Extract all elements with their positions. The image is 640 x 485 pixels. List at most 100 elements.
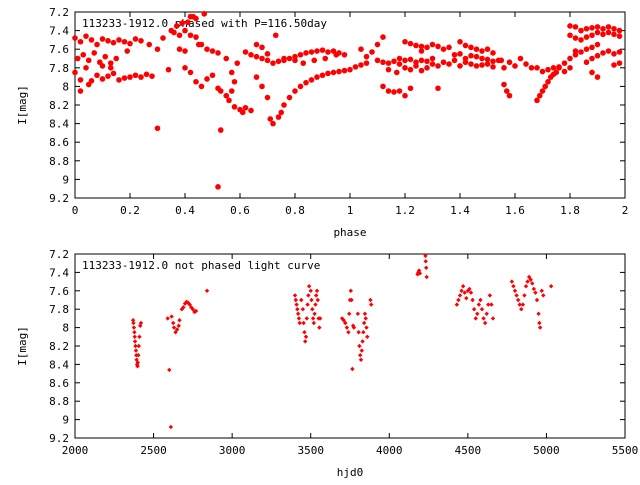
data-point	[168, 424, 174, 430]
data-point	[435, 63, 441, 69]
data-point	[296, 316, 302, 321]
data-point	[528, 277, 533, 282]
data-point	[136, 343, 141, 349]
data-point	[295, 311, 301, 316]
data-point	[138, 38, 144, 44]
data-point	[116, 77, 122, 83]
data-point	[541, 293, 546, 298]
data-point	[451, 57, 458, 64]
data-point	[509, 279, 515, 284]
data-point	[468, 61, 474, 67]
data-point	[512, 288, 518, 293]
data-point	[567, 32, 573, 39]
data-point	[542, 83, 549, 90]
unphased-y-tick-label: 8.6	[49, 377, 69, 390]
data-point	[253, 41, 260, 48]
data-point	[413, 42, 419, 49]
data-point	[297, 83, 304, 90]
data-point	[435, 43, 441, 50]
data-point	[275, 114, 282, 120]
data-point	[407, 85, 414, 92]
data-point	[124, 48, 131, 54]
unphased-x-tick-label: 5000	[533, 444, 560, 457]
data-point	[429, 61, 436, 67]
data-point	[501, 65, 507, 71]
data-point	[468, 52, 474, 59]
data-point	[80, 51, 87, 58]
data-point	[364, 325, 369, 330]
data-point	[473, 63, 480, 69]
unphased-plot: 2000 2500 3000 3500 4000 4500 5000 5500 7.2 7.4 7.…	[16, 248, 638, 479]
phased-x-tick-label: 2	[622, 204, 629, 217]
data-point	[311, 320, 317, 326]
data-point	[317, 316, 323, 321]
data-point	[99, 76, 106, 82]
data-point	[423, 259, 428, 264]
data-point	[132, 330, 137, 335]
data-point	[306, 293, 311, 298]
data-point	[312, 311, 317, 316]
data-point	[215, 50, 221, 56]
data-point	[347, 66, 353, 73]
unphased-x-tick-label: 3000	[219, 444, 246, 457]
data-point	[102, 53, 109, 60]
data-point	[193, 34, 199, 40]
data-point	[468, 290, 474, 295]
data-point	[187, 32, 194, 39]
data-point	[121, 38, 128, 45]
data-point	[616, 49, 623, 55]
unphased-y-tick-label: 9.2	[49, 432, 69, 445]
data-point	[473, 316, 478, 321]
data-point	[77, 77, 84, 83]
data-point	[471, 307, 477, 312]
data-point	[281, 102, 287, 108]
data-point	[533, 290, 538, 295]
data-point	[462, 59, 469, 66]
data-point	[346, 330, 351, 335]
unphased-x-tick-label: 2500	[140, 444, 167, 457]
data-point	[506, 59, 513, 66]
data-point	[91, 50, 98, 56]
data-point	[424, 65, 430, 71]
unphased-y-tick-label: 8	[62, 322, 69, 335]
data-point	[429, 41, 436, 48]
data-point	[217, 88, 224, 94]
phased-y-tick-label: 7.8	[49, 62, 69, 75]
data-point	[242, 49, 249, 55]
data-point	[286, 55, 293, 62]
data-point	[77, 88, 84, 94]
unphased-y-tick-label: 7.8	[49, 303, 69, 316]
phased-y-tick-label: 7.4	[49, 25, 69, 38]
data-point	[473, 53, 480, 60]
data-point	[130, 318, 136, 323]
data-point	[391, 58, 397, 65]
data-point	[132, 36, 139, 42]
data-point	[85, 81, 92, 88]
phased-y-tick-label: 7.6	[49, 43, 69, 56]
data-point	[583, 59, 590, 66]
data-point	[341, 51, 348, 58]
data-point	[361, 320, 367, 326]
data-point	[356, 330, 361, 335]
data-point	[149, 73, 155, 79]
data-point	[259, 83, 265, 90]
data-point	[182, 48, 188, 54]
data-point	[303, 79, 309, 86]
data-point	[132, 339, 138, 344]
data-point	[300, 60, 307, 66]
data-point	[83, 65, 89, 71]
data-point	[187, 69, 194, 76]
data-point	[476, 302, 482, 307]
data-point	[572, 35, 579, 41]
data-point	[248, 51, 254, 58]
data-point	[578, 49, 584, 55]
phased-plot: 0 0.2 0.4 0.6 0.8 1 1.2 1.4 1.6 1.8 2 7.2 7.4 7.6 7.8 8…	[16, 6, 628, 239]
data-point	[462, 290, 467, 295]
data-point	[171, 325, 177, 330]
data-point	[490, 50, 496, 56]
data-point	[349, 297, 354, 303]
data-point	[484, 311, 489, 316]
data-point	[506, 92, 513, 99]
data-point	[350, 366, 355, 372]
phased-x-tick-label: 0	[72, 204, 79, 217]
